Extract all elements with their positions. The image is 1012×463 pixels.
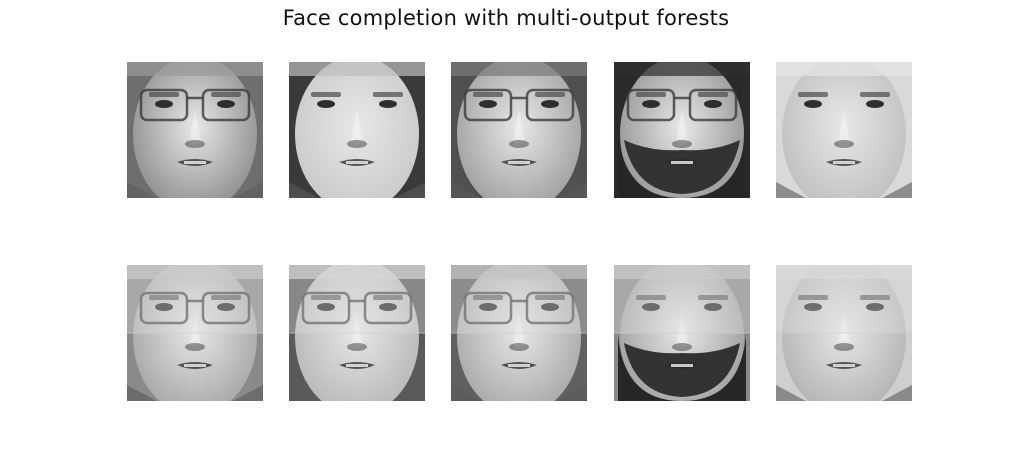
face-svg — [776, 62, 912, 198]
face-image — [127, 265, 263, 401]
face-svg — [451, 62, 587, 198]
face-image — [614, 62, 750, 198]
face-image — [289, 265, 425, 401]
face-svg — [614, 265, 750, 401]
face-svg — [776, 265, 912, 401]
face-image — [614, 265, 750, 401]
face-image — [127, 62, 263, 198]
face-svg — [127, 265, 263, 401]
face-image — [289, 62, 425, 198]
face-svg — [127, 62, 263, 198]
face-svg — [614, 62, 750, 198]
face-image — [776, 62, 912, 198]
face-image — [451, 265, 587, 401]
face-svg — [289, 265, 425, 401]
figure-title: Face completion with multi-output forest… — [282, 6, 730, 30]
face-image — [776, 265, 912, 401]
face-svg — [451, 265, 587, 401]
face-image — [451, 62, 587, 198]
face-svg — [289, 62, 425, 198]
